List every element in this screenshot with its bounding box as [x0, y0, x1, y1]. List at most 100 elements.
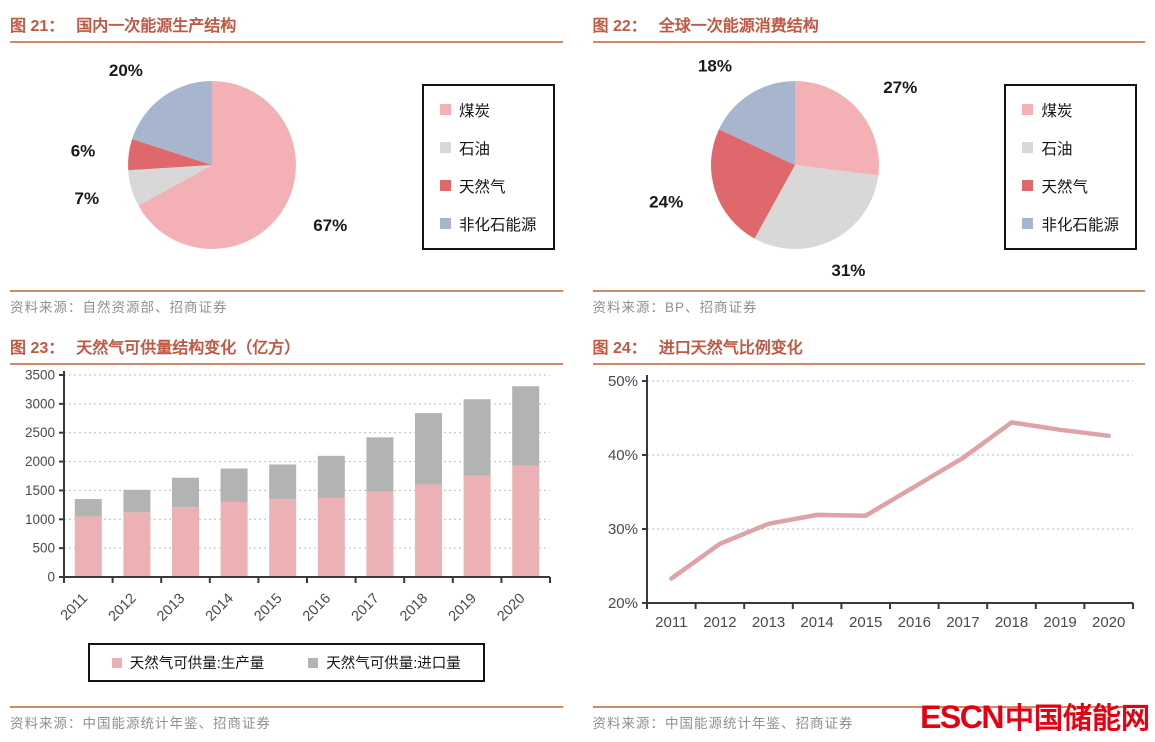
legend-swatch [1022, 104, 1034, 115]
bar-segment-production-2020 [512, 465, 540, 577]
source-value: BP、招商证券 [665, 300, 758, 315]
legend-item-natural-gas: 天然气 [1022, 175, 1119, 197]
x-tick-label: 2014 [203, 591, 237, 625]
logo-latin-text: ESCN [920, 699, 1004, 735]
chart-legend: 煤炭石油天然气非化石能源 [421, 83, 555, 250]
x-tick-label: 2013 [752, 614, 785, 631]
bar-segment-import-2012 [123, 489, 151, 513]
figure-name: 全球一次能源消费结构 [658, 18, 819, 35]
x-tick-label: 2014 [800, 614, 833, 631]
legend-label: 天然气 [458, 178, 506, 196]
source-note: 资料来源：自然资源部、招商证券 [10, 296, 563, 316]
legend-item-oil: 石油 [1022, 137, 1119, 159]
figure-21-title: 图 21： 国内一次能源生产结构 [10, 12, 563, 36]
pie-slice-oil [754, 164, 878, 249]
pie-chart-domestic-energy-production: 67% 7% 6% 20% 煤炭 石油 天然气 非化石能源 [10, 43, 563, 290]
pie-plot: 27% 31% 24% 18% [649, 56, 917, 279]
x-tick-label: 2016 [300, 591, 334, 625]
source-divider [10, 706, 563, 708]
legend-item-oil: 石油 [439, 137, 537, 159]
source-divider [592, 706, 1145, 708]
bar-segment-production-2015 [269, 499, 297, 577]
data-label: 67% [313, 215, 347, 234]
x-tick-label: 2013 [154, 591, 188, 625]
source-note: 资料来源：中国能源统计年鉴、招商证券 [10, 712, 563, 732]
bar-segment-import-2011 [75, 499, 103, 517]
escn-logo: ESCN 中国储能网 [920, 701, 1150, 734]
legend-swatch [439, 218, 451, 229]
pie-slice-coal [138, 80, 296, 249]
x-tick-label: 2019 [1043, 614, 1076, 631]
legend-label: 石油 [1041, 140, 1073, 158]
source-note: 资料来源：中国能源统计年鉴、招商证券 [593, 712, 1146, 732]
figure-name: 国内一次能源生产结构 [76, 18, 237, 35]
source-label: 资料来源： [592, 300, 665, 315]
legend-swatch [439, 104, 451, 115]
bar-segment-import-2018 [415, 413, 443, 485]
source-divider [10, 290, 563, 292]
bar-segment-import-2015 [269, 464, 297, 500]
pie-slice-natural-gas [128, 138, 212, 170]
data-label: 24% [649, 192, 683, 211]
bar-segment-production-2016 [318, 497, 346, 577]
figure-number: 图 21： [10, 18, 65, 35]
legend-label: 天然气 [1041, 178, 1088, 196]
x-tick-label: 2015 [849, 614, 882, 631]
legend-label: 天然气可供量:进口量 [326, 656, 461, 672]
legend-swatch [111, 657, 122, 668]
y-tick-label: 50% [608, 373, 638, 390]
x-tick-label: 2015 [252, 591, 286, 625]
stacked-bar-chart-gas-supply: 0 500 1000 1500 2000 2500 3000 3500 2011 2012 2013… [10, 365, 563, 706]
source-label: 资料来源： [10, 716, 83, 731]
y-tick-label: 2500 [25, 425, 55, 440]
pie-slice-coal [794, 80, 879, 175]
x-tick-label: 2018 [995, 614, 1028, 631]
figure-name: 天然气可供量结构变化（亿方） [76, 340, 301, 357]
data-label: 31% [831, 260, 865, 279]
bar-segment-import-2016 [318, 455, 346, 498]
source-label: 资料来源： [592, 716, 665, 731]
source-note: 资料来源：BP、招商证券 [593, 296, 1146, 316]
bar-segment-import-2017 [366, 437, 394, 492]
y-tick-label: 30% [608, 521, 638, 538]
y-tick-label: 40% [608, 447, 638, 464]
y-tick-label: 1500 [25, 483, 55, 498]
title-underline [592, 41, 1145, 43]
bar-segment-production-2017 [366, 491, 394, 577]
legend-swatch [308, 657, 319, 668]
chart-legend: 天然气可供量:生产量 天然气可供量:进口量 [87, 643, 485, 682]
data-label: 18% [697, 56, 731, 75]
figure-23-title: 图 23： 天然气可供量结构变化（亿方） [10, 334, 563, 358]
figure-23-panel: 图 23： 天然气可供量结构变化（亿方） 0 500 1000 1500 2000 250… [10, 328, 563, 734]
data-label: 7% [75, 188, 100, 207]
data-label: 20% [109, 60, 143, 79]
figure-name: 进口天然气比例变化 [658, 340, 803, 357]
y-tick-label: 2000 [25, 454, 55, 469]
source-value: 中国能源统计年鉴、招商证券 [665, 716, 854, 731]
y-tick-label: 3500 [25, 368, 55, 383]
figure-24-title: 图 24： 进口天然气比例变化 [593, 334, 1146, 358]
legend-label: 天然气可供量:生产量 [129, 656, 265, 672]
bar-segment-import-2019 [463, 399, 491, 476]
source-label: 资料来源： [10, 300, 83, 315]
x-tick-label: 2019 [446, 591, 480, 625]
bar-segment-production-2014 [220, 501, 248, 577]
legend-swatch [1022, 180, 1034, 191]
logo-cjk-text: 中国储能网 [1004, 703, 1150, 735]
legend-swatch [1022, 142, 1034, 153]
line-plot: 20% 30% 40% 50% 2011 2012 2013 2014 2015 2016 2017… [608, 373, 1134, 631]
bar-segment-production-2018 [415, 484, 443, 577]
x-tick-label: 2020 [495, 591, 529, 625]
pie-slice-non-fossil [132, 80, 212, 165]
y-tick-label: 500 [33, 541, 56, 556]
title-underline [592, 363, 1145, 365]
pie-slice-oil [128, 164, 212, 205]
bar-segment-production-2011 [75, 516, 103, 577]
line-chart-gas-import-ratio: 20% 30% 40% 50% 2011 2012 2013 2014 2015 2016 2017… [593, 365, 1146, 706]
x-tick-label: 2020 [1092, 614, 1125, 631]
trend-line [668, 420, 1111, 581]
bar-plot: 0 500 1000 1500 2000 2500 3000 3500 2011 2012 2013… [25, 368, 552, 625]
legend-label: 非化石能源 [458, 216, 537, 234]
legend-item-coal: 煤炭 [439, 99, 537, 121]
